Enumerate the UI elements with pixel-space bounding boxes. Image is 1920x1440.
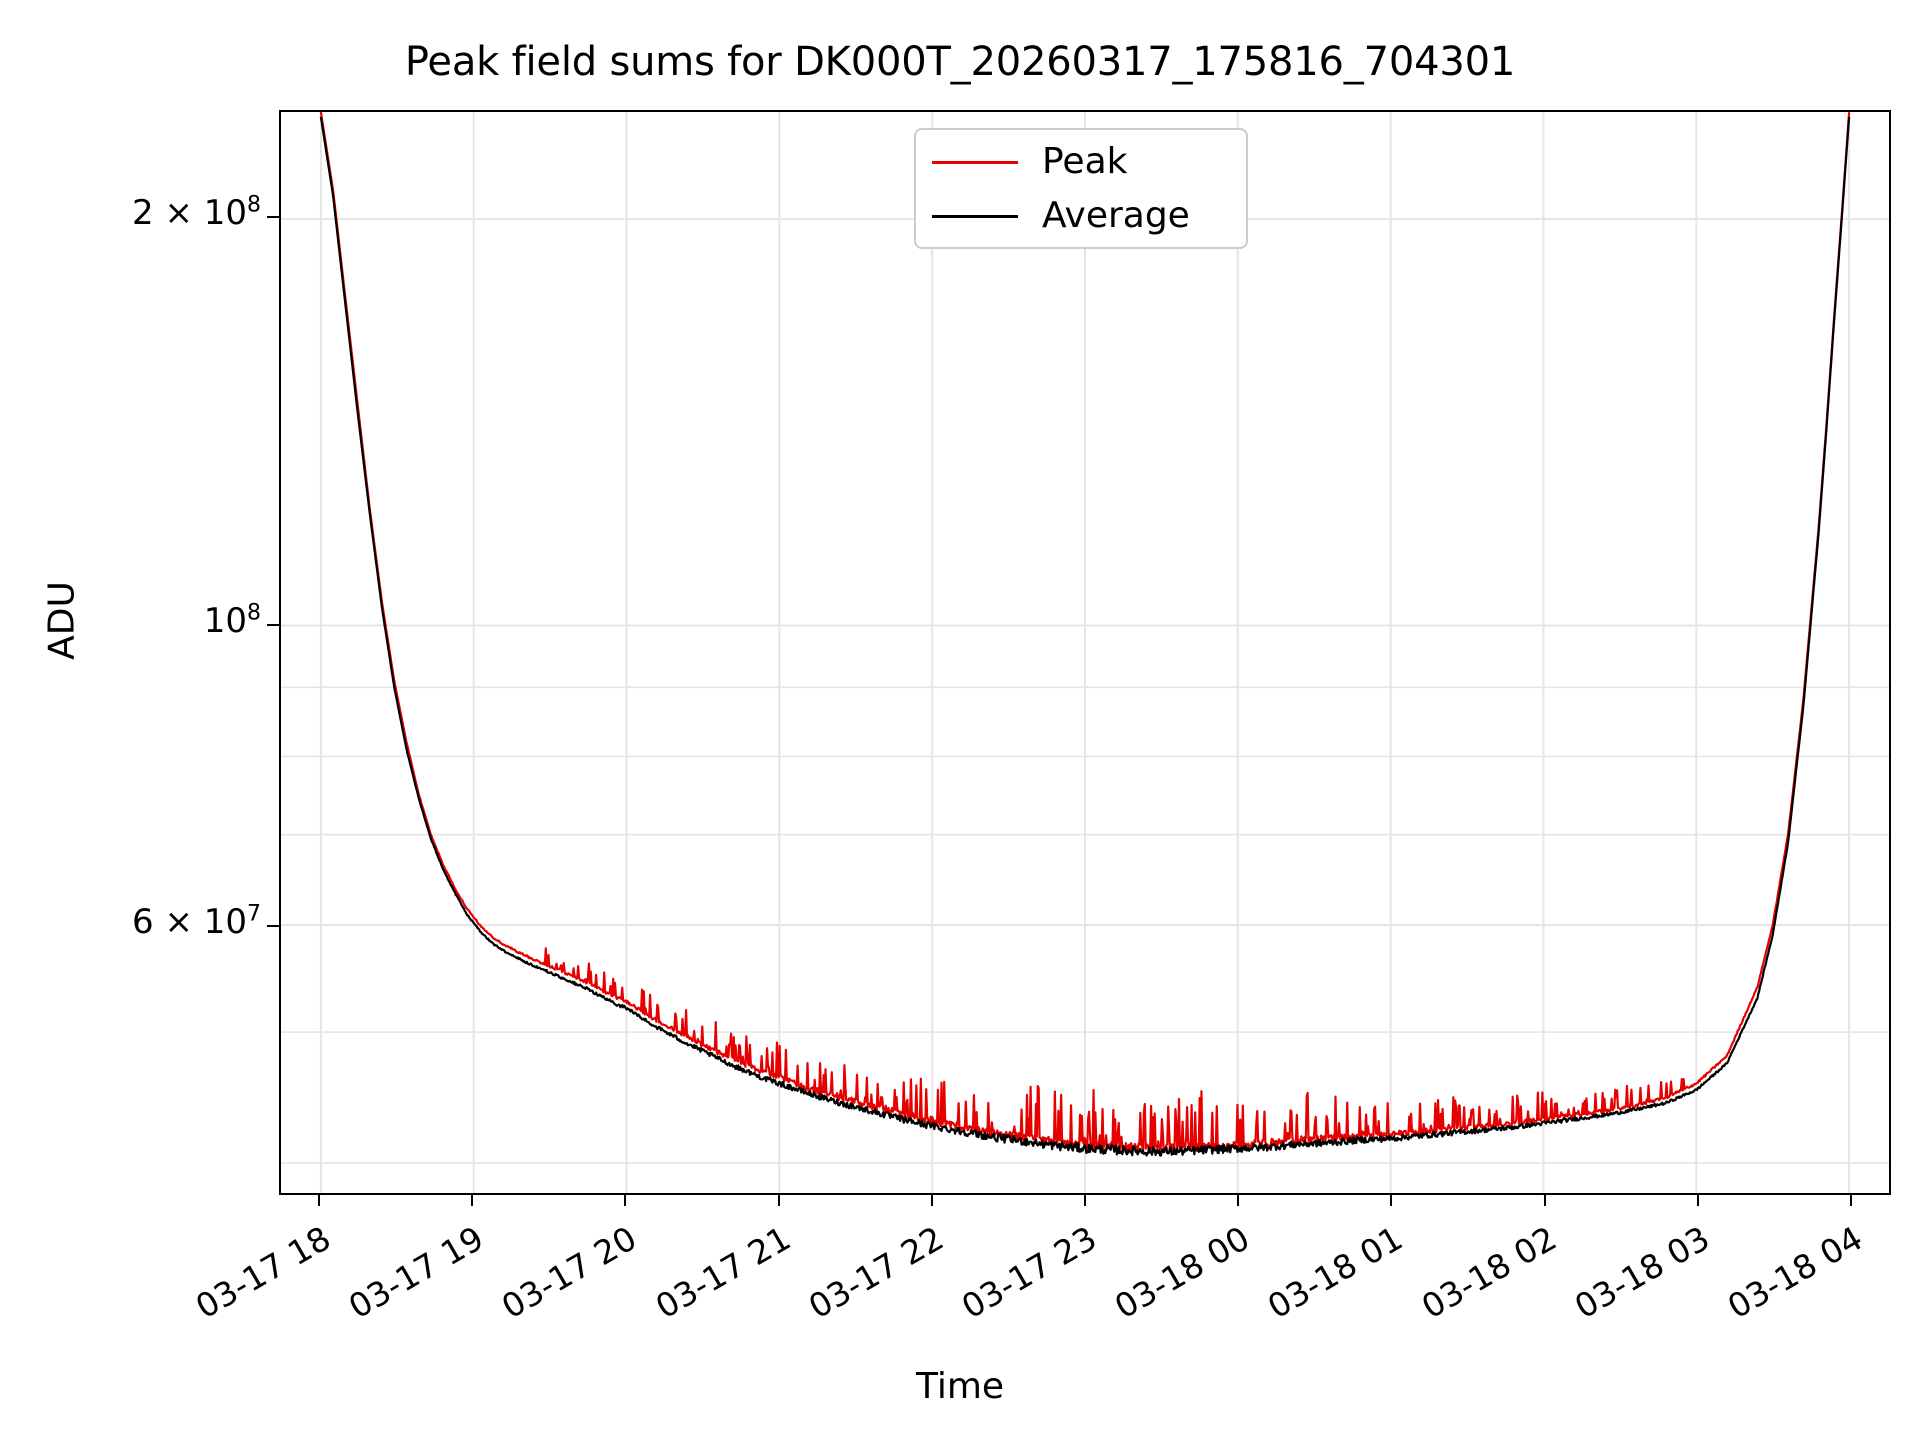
plot-canvas <box>281 112 1889 1193</box>
x-tick-mark-7 <box>1390 1195 1393 1206</box>
plot-area <box>279 110 1891 1195</box>
x-tick-mark-6 <box>1237 1195 1240 1206</box>
x-tick-mark-1 <box>471 1195 474 1206</box>
series-lines <box>319 112 1851 1157</box>
y-tick-label-0: 2 × 108 <box>132 193 261 234</box>
series-line-peak <box>319 112 1851 1154</box>
x-tick-mark-2 <box>624 1195 627 1206</box>
legend-item-average[interactable]: Average <box>916 192 1246 240</box>
x-tick-mark-10 <box>1850 1195 1853 1206</box>
x-tick-mark-9 <box>1696 1195 1699 1206</box>
y-tick-label-1: 108 <box>203 601 261 642</box>
x-tick-mark-3 <box>777 1195 780 1206</box>
x-tick-mark-5 <box>1084 1195 1086 1206</box>
legend-label-average: Average <box>1042 195 1190 236</box>
x-tick-mark-8 <box>1543 1195 1546 1206</box>
chart-legend: Peak Average <box>914 128 1248 249</box>
y-tick-mark-0 <box>267 216 279 219</box>
legend-swatch-peak <box>932 160 1018 164</box>
legend-label-peak: Peak <box>1042 141 1128 182</box>
series-line-average <box>319 116 1851 1157</box>
legend-item-peak[interactable]: Peak <box>916 138 1246 186</box>
gridlines <box>281 112 1889 1193</box>
chart-title: Peak field sums for DK000T_20260317_1758… <box>404 39 1516 85</box>
y-tick-label-2: 6 × 107 <box>132 901 261 943</box>
x-tick-mark-0 <box>317 1195 320 1206</box>
legend-swatch-average <box>932 214 1018 218</box>
x-tick-mark-4 <box>930 1195 933 1206</box>
y-tick-mark-1 <box>267 624 279 627</box>
y-tick-mark-2 <box>267 925 279 928</box>
x-axis-label: Time <box>915 1366 1005 1407</box>
